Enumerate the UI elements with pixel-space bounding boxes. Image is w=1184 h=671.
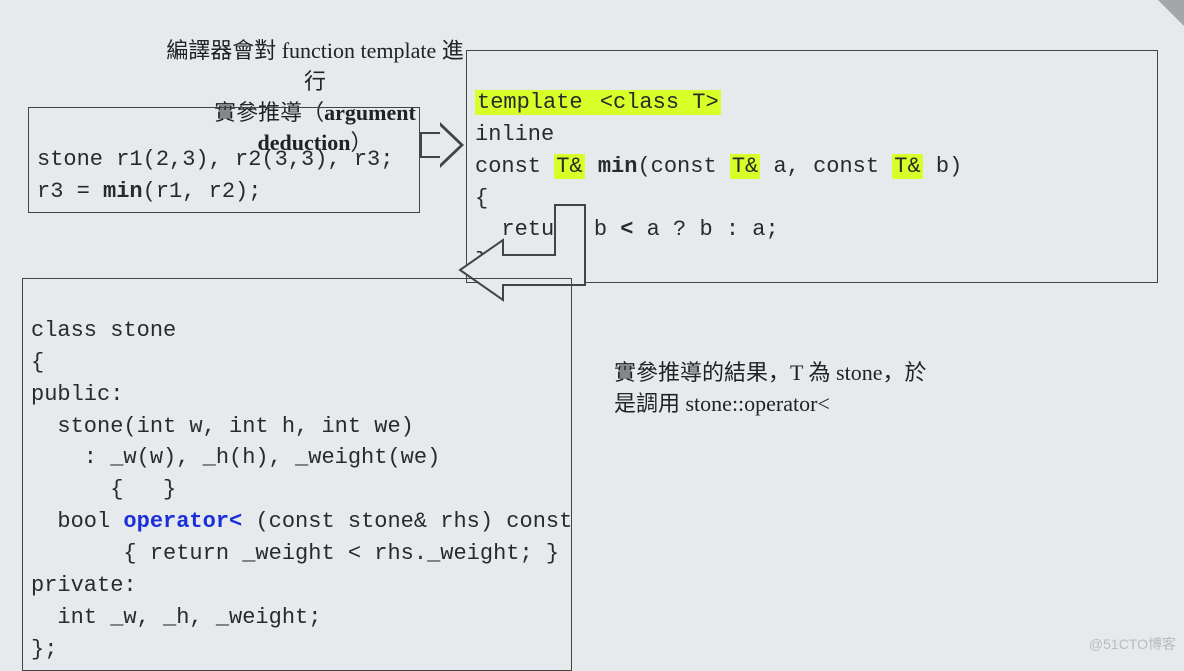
code-line: {: [31, 350, 44, 375]
code-token: b): [923, 154, 963, 179]
code-line: r3 =: [37, 179, 103, 204]
code-token: (const stone& rhs) const: [242, 509, 572, 534]
code-token: a, const: [760, 154, 892, 179]
caption-text: 編譯器會對: [166, 38, 282, 63]
code-line: stone(int w, int h, int we): [31, 414, 414, 439]
code-line: : _w(w), _h(h), _weight(we): [31, 445, 440, 470]
code-box-usage: stone r1(2,3), r2(3,3), r3; r3 = min(r1,…: [28, 107, 420, 213]
caption-text: function template: [282, 38, 437, 63]
code-token: T&: [730, 154, 760, 179]
caption-right: 實參推導的結果，T 為 stone，於 是調用 stone::operator<: [614, 358, 1034, 420]
code-line: class stone: [31, 318, 176, 343]
code-token: min: [103, 179, 143, 204]
code-token: T&: [892, 154, 922, 179]
corner-decoration: [1158, 0, 1184, 26]
code-token: const: [475, 154, 554, 179]
code-token: (const: [637, 154, 729, 179]
code-line: inline: [475, 122, 554, 147]
watermark: @51CTO博客: [1089, 634, 1176, 654]
code-token: (r1, r2);: [143, 179, 262, 204]
caption-line: 實參推導的結果，T 為 stone，於: [614, 358, 1034, 389]
code-token: min: [598, 154, 638, 179]
code-token: a ? b : a;: [633, 217, 778, 242]
code-token: T&: [554, 154, 584, 179]
code-token: bool: [31, 509, 123, 534]
caption-line: 是調用 stone::operator<: [614, 389, 1034, 420]
code-line: { }: [31, 477, 176, 502]
arrow-right-icon: [420, 122, 460, 168]
code-line: int _w, _h, _weight;: [31, 605, 321, 630]
code-token: operator<: [123, 509, 242, 534]
code-line: public:: [31, 382, 123, 407]
code-line: };: [31, 637, 57, 662]
code-box-class: class stone { public: stone(int w, int h…: [22, 278, 572, 671]
code-line: stone r1(2,3), r2(3,3), r3;: [37, 147, 393, 172]
code-token: [585, 154, 598, 179]
code-token: <class T>: [598, 90, 721, 115]
code-line: private:: [31, 573, 137, 598]
code-line: { return _weight < rhs._weight; }: [31, 541, 559, 566]
code-token: template: [475, 90, 598, 115]
